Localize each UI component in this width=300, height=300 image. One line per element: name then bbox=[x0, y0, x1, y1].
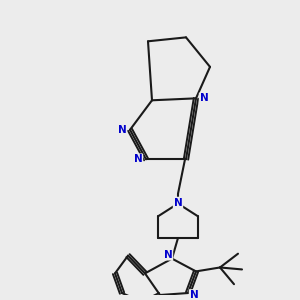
Text: N: N bbox=[200, 93, 208, 103]
Text: N: N bbox=[190, 290, 198, 300]
Text: N: N bbox=[134, 154, 142, 164]
Text: N: N bbox=[164, 250, 172, 260]
Text: N: N bbox=[174, 198, 182, 208]
Text: N: N bbox=[118, 125, 126, 135]
